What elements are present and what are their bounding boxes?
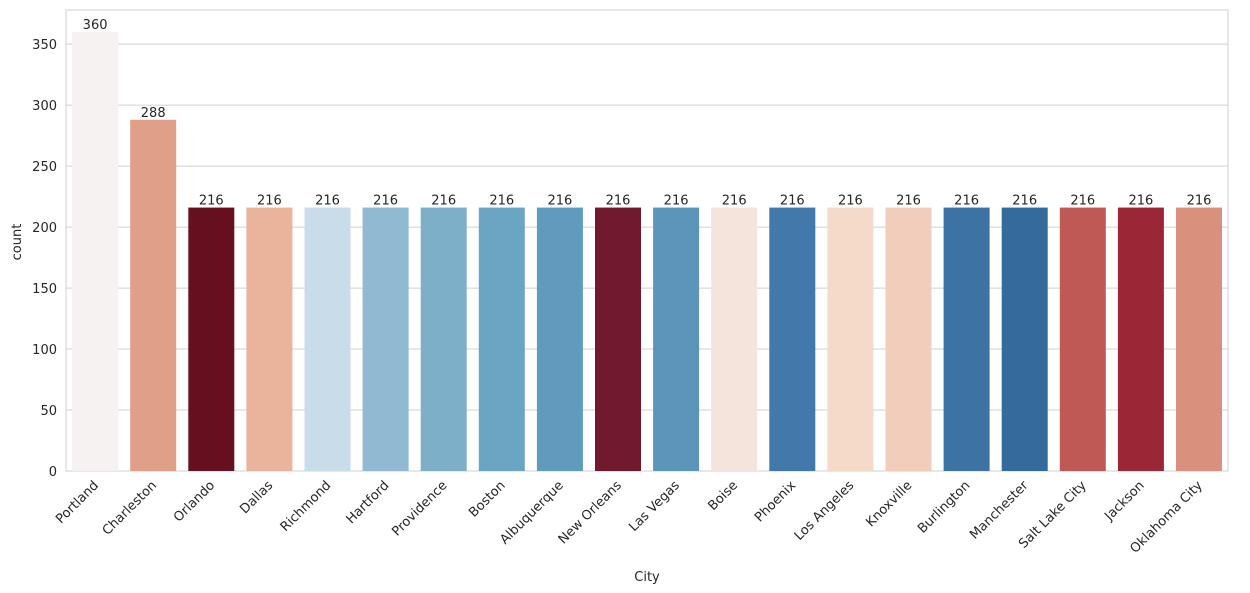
data-label: 288 bbox=[141, 106, 166, 121]
data-label: 216 bbox=[199, 194, 224, 209]
x-tick-label: Richmond bbox=[278, 478, 335, 535]
data-label: 216 bbox=[1012, 194, 1037, 209]
y-tick-label: 100 bbox=[32, 343, 57, 358]
data-label: 216 bbox=[780, 194, 805, 209]
bar bbox=[188, 207, 235, 472]
bars bbox=[72, 31, 1222, 472]
data-label: 216 bbox=[896, 194, 921, 209]
data-label: 216 bbox=[431, 194, 456, 209]
bar bbox=[362, 207, 409, 472]
data-label: 216 bbox=[315, 194, 340, 209]
bar bbox=[595, 207, 641, 472]
x-tick-label: Manchester bbox=[967, 478, 1032, 543]
x-tick-label: Orlando bbox=[171, 478, 218, 525]
data-label: 216 bbox=[1070, 194, 1095, 209]
bar bbox=[827, 207, 874, 472]
bar bbox=[478, 207, 525, 472]
data-labels: 360 288 216 216 216 216 216 216 216 216 216 216 216 2… bbox=[83, 18, 1212, 209]
y-tick-label: 350 bbox=[32, 38, 57, 53]
x-tick-label: Las Vegas bbox=[626, 478, 683, 535]
x-tick-label: Los Angeles bbox=[792, 478, 858, 544]
data-label: 216 bbox=[838, 194, 863, 209]
x-tick-label: Hartford bbox=[344, 478, 393, 527]
data-label: 216 bbox=[257, 194, 282, 209]
x-axis-label: City bbox=[634, 570, 660, 585]
bar bbox=[536, 207, 583, 472]
bar bbox=[246, 207, 293, 472]
data-label: 216 bbox=[606, 194, 631, 209]
bar bbox=[885, 207, 932, 472]
y-tick-label: 200 bbox=[32, 221, 57, 236]
y-tick-label: 150 bbox=[32, 282, 57, 297]
data-label: 216 bbox=[373, 194, 398, 209]
y-tick-label: 0 bbox=[49, 465, 57, 480]
bar bbox=[653, 207, 700, 472]
bar bbox=[1176, 207, 1222, 472]
bar bbox=[130, 119, 177, 471]
y-axis-label: count bbox=[10, 224, 25, 261]
x-tick-label: Boston bbox=[466, 478, 508, 520]
bar bbox=[72, 31, 119, 471]
bar bbox=[711, 207, 758, 472]
y-axis-ticks: 0 50 100 150 200 250 300 350 bbox=[32, 38, 57, 480]
data-label: 216 bbox=[722, 194, 747, 209]
x-tick-label: Boise bbox=[705, 478, 741, 514]
x-tick-label: Knoxville bbox=[863, 478, 915, 530]
x-tick-label: Dallas bbox=[237, 478, 276, 517]
data-label: 216 bbox=[1128, 194, 1153, 209]
x-tick-label: Burlington bbox=[915, 478, 973, 536]
x-tick-label: Portland bbox=[53, 478, 102, 527]
bar bbox=[1059, 207, 1106, 472]
x-tick-label: Jackson bbox=[1101, 478, 1147, 524]
data-label: 216 bbox=[547, 194, 572, 209]
bar bbox=[943, 207, 990, 472]
data-label: 216 bbox=[489, 194, 514, 209]
data-label: 360 bbox=[83, 18, 108, 33]
bar bbox=[1117, 207, 1164, 472]
plot-area bbox=[65, 9, 1229, 472]
bar bbox=[1001, 207, 1048, 472]
data-label: 216 bbox=[1187, 194, 1212, 209]
x-tick-label: Providence bbox=[389, 478, 450, 539]
x-tick-label: Charleston bbox=[100, 478, 160, 538]
data-label: 216 bbox=[664, 194, 689, 209]
y-tick-label: 50 bbox=[40, 404, 57, 419]
bar bbox=[304, 207, 351, 472]
bar bbox=[769, 207, 816, 472]
bar bbox=[420, 207, 467, 472]
x-tick-label: Phoenix bbox=[752, 478, 799, 525]
y-tick-label: 250 bbox=[32, 160, 57, 175]
data-label: 216 bbox=[954, 194, 979, 209]
y-tick-label: 300 bbox=[32, 99, 57, 114]
